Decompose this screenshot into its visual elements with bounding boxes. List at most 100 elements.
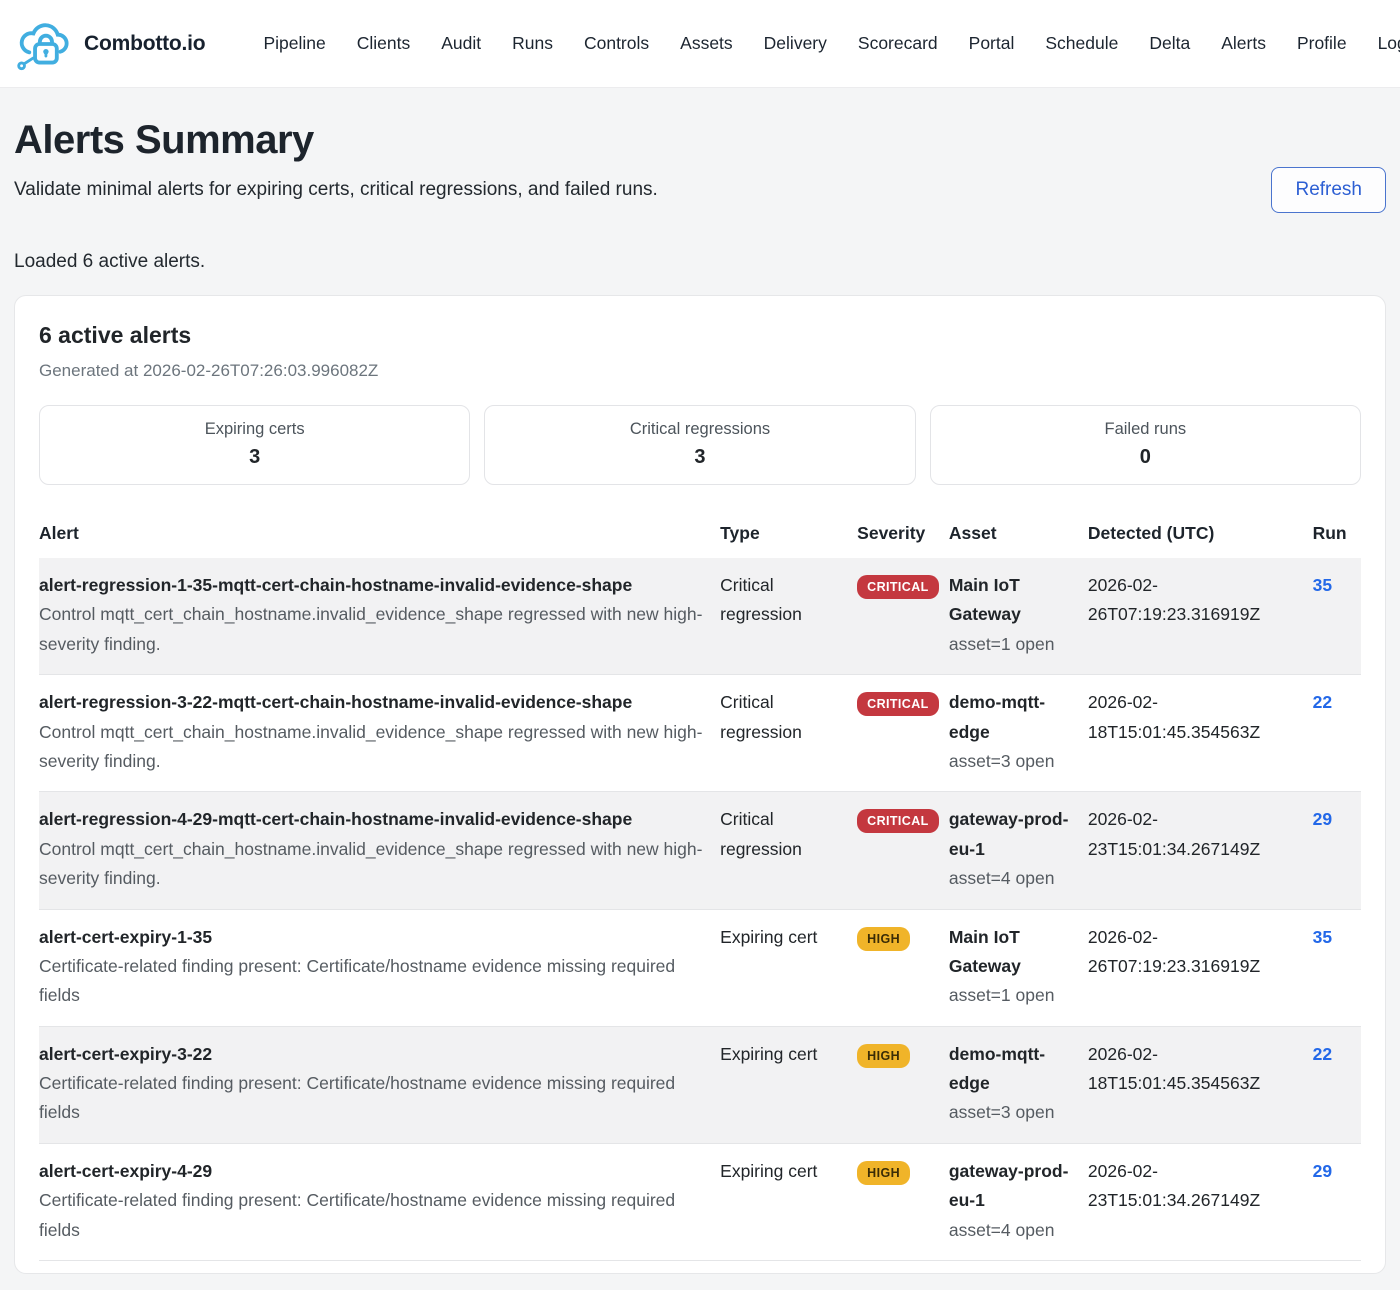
col-header-alert: Alert [39, 513, 720, 558]
detected-timestamp: 2026-02-26T07:19:23.316919Z [1088, 909, 1313, 1026]
asset-name: gateway-prod-eu-1 [949, 1157, 1072, 1216]
stat-value: 3 [485, 446, 914, 469]
asset-name: Main IoT Gateway [949, 923, 1072, 982]
asset-name: demo-mqtt-edge [949, 688, 1072, 747]
main-nav: Pipeline Clients Audit Runs Controls Ass… [263, 33, 1400, 54]
alert-description: Certificate-related finding present: Cer… [39, 1186, 704, 1245]
refresh-button[interactable]: Refresh [1271, 167, 1386, 213]
stat-label: Expiring certs [40, 420, 469, 439]
alert-description: Certificate-related finding present: Cer… [39, 952, 704, 1011]
alert-type: Expiring cert [720, 1143, 857, 1260]
stat-label: Failed runs [931, 420, 1360, 439]
nav-item-alerts[interactable]: Alerts [1221, 33, 1266, 54]
alert-type: Critical regression [720, 792, 857, 909]
stat-failed-runs: Failed runs 0 [930, 405, 1361, 485]
alert-name: alert-regression-3-22-mqtt-cert-chain-ho… [39, 688, 704, 717]
table-row: alert-cert-expiry-1-35 Certificate-relat… [39, 909, 1361, 1026]
table-row: alert-cert-expiry-3-22 Certificate-relat… [39, 1026, 1361, 1143]
asset-open-count: asset=4 open [949, 864, 1072, 893]
asset-open-count: asset=3 open [949, 747, 1072, 776]
alert-type: Critical regression [720, 558, 857, 675]
cloud-lock-logo-icon [12, 12, 76, 76]
severity-badge: HIGH [857, 1161, 910, 1185]
run-link[interactable]: 35 [1313, 575, 1332, 595]
nav-item-runs[interactable]: Runs [512, 33, 553, 54]
alert-name: alert-cert-expiry-4-29 [39, 1157, 704, 1186]
col-header-severity: Severity [857, 513, 949, 558]
asset-open-count: asset=1 open [949, 630, 1072, 659]
alert-description: Control mqtt_cert_chain_hostname.invalid… [39, 718, 704, 777]
nav-item-scorecard[interactable]: Scorecard [858, 33, 938, 54]
site-header: Combotto.io Pipeline Clients Audit Runs … [0, 0, 1400, 88]
stat-critical-regressions: Critical regressions 3 [484, 405, 915, 485]
detected-timestamp: 2026-02-18T15:01:45.354563Z [1088, 675, 1313, 792]
table-row: alert-regression-4-29-mqtt-cert-chain-ho… [39, 792, 1361, 909]
col-header-type: Type [720, 513, 857, 558]
nav-item-schedule[interactable]: Schedule [1045, 33, 1118, 54]
col-header-asset: Asset [949, 513, 1088, 558]
nav-item-audit[interactable]: Audit [441, 33, 481, 54]
table-row: alert-cert-expiry-4-29 Certificate-relat… [39, 1143, 1361, 1260]
severity-badge: HIGH [857, 1044, 910, 1068]
stat-expiring-certs: Expiring certs 3 [39, 405, 470, 485]
nav-item-logout[interactable]: Log Out [1378, 33, 1400, 54]
detected-timestamp: 2026-02-26T07:19:23.316919Z [1088, 558, 1313, 675]
severity-badge: CRITICAL [857, 692, 939, 716]
severity-badge: CRITICAL [857, 809, 939, 833]
alert-description: Control mqtt_cert_chain_hostname.invalid… [39, 600, 704, 659]
alert-name: alert-regression-4-29-mqtt-cert-chain-ho… [39, 805, 704, 834]
table-row: alert-regression-1-35-mqtt-cert-chain-ho… [39, 558, 1361, 675]
alert-description: Certificate-related finding present: Cer… [39, 1069, 704, 1128]
alert-type: Expiring cert [720, 1026, 857, 1143]
run-link[interactable]: 22 [1313, 1044, 1332, 1064]
nav-item-portal[interactable]: Portal [969, 33, 1015, 54]
asset-open-count: asset=1 open [949, 981, 1072, 1010]
asset-name: gateway-prod-eu-1 [949, 805, 1072, 864]
nav-item-clients[interactable]: Clients [357, 33, 411, 54]
stat-value: 3 [40, 446, 469, 469]
generated-timestamp: Generated at 2026-02-26T07:26:03.996082Z [39, 361, 1361, 381]
nav-item-delta[interactable]: Delta [1149, 33, 1190, 54]
brand[interactable]: Combotto.io [12, 12, 205, 76]
subtitle-row: Validate minimal alerts for expiring cer… [14, 179, 1386, 213]
detected-timestamp: 2026-02-18T15:01:45.354563Z [1088, 1026, 1313, 1143]
asset-name: demo-mqtt-edge [949, 1040, 1072, 1099]
asset-open-count: asset=3 open [949, 1098, 1072, 1127]
col-header-run: Run [1313, 513, 1361, 558]
run-link[interactable]: 29 [1313, 1161, 1332, 1181]
stats-row: Expiring certs 3 Critical regressions 3 … [39, 405, 1361, 485]
stat-label: Critical regressions [485, 420, 914, 439]
run-link[interactable]: 29 [1313, 809, 1332, 829]
page-title: Alerts Summary [14, 118, 1386, 163]
severity-badge: HIGH [857, 927, 910, 951]
severity-badge: CRITICAL [857, 575, 939, 599]
nav-item-controls[interactable]: Controls [584, 33, 649, 54]
alert-name: alert-cert-expiry-3-22 [39, 1040, 704, 1069]
page-subtitle: Validate minimal alerts for expiring cer… [14, 179, 658, 201]
alerts-table: Alert Type Severity Asset Detected (UTC)… [39, 513, 1361, 1261]
alert-name: alert-cert-expiry-1-35 [39, 923, 704, 952]
run-link[interactable]: 22 [1313, 692, 1332, 712]
table-header-row: Alert Type Severity Asset Detected (UTC)… [39, 513, 1361, 558]
brand-name: Combotto.io [84, 32, 205, 56]
asset-name: Main IoT Gateway [949, 571, 1072, 630]
alert-name: alert-regression-1-35-mqtt-cert-chain-ho… [39, 571, 704, 600]
detected-timestamp: 2026-02-23T15:01:34.267149Z [1088, 792, 1313, 909]
status-line: Loaded 6 active alerts. [14, 251, 1386, 273]
nav-item-delivery[interactable]: Delivery [764, 33, 827, 54]
stat-value: 0 [931, 446, 1360, 469]
alert-type: Critical regression [720, 675, 857, 792]
nav-item-pipeline[interactable]: Pipeline [263, 33, 325, 54]
run-link[interactable]: 35 [1313, 927, 1332, 947]
card-title: 6 active alerts [39, 322, 1361, 349]
asset-open-count: asset=4 open [949, 1216, 1072, 1245]
nav-item-assets[interactable]: Assets [680, 33, 733, 54]
alerts-card: 6 active alerts Generated at 2026-02-26T… [14, 295, 1386, 1274]
alert-description: Control mqtt_cert_chain_hostname.invalid… [39, 835, 704, 894]
page-content: Alerts Summary Validate minimal alerts f… [0, 88, 1400, 1274]
detected-timestamp: 2026-02-23T15:01:34.267149Z [1088, 1143, 1313, 1260]
nav-item-profile[interactable]: Profile [1297, 33, 1347, 54]
table-row: alert-regression-3-22-mqtt-cert-chain-ho… [39, 675, 1361, 792]
alert-type: Expiring cert [720, 909, 857, 1026]
col-header-detected: Detected (UTC) [1088, 513, 1313, 558]
